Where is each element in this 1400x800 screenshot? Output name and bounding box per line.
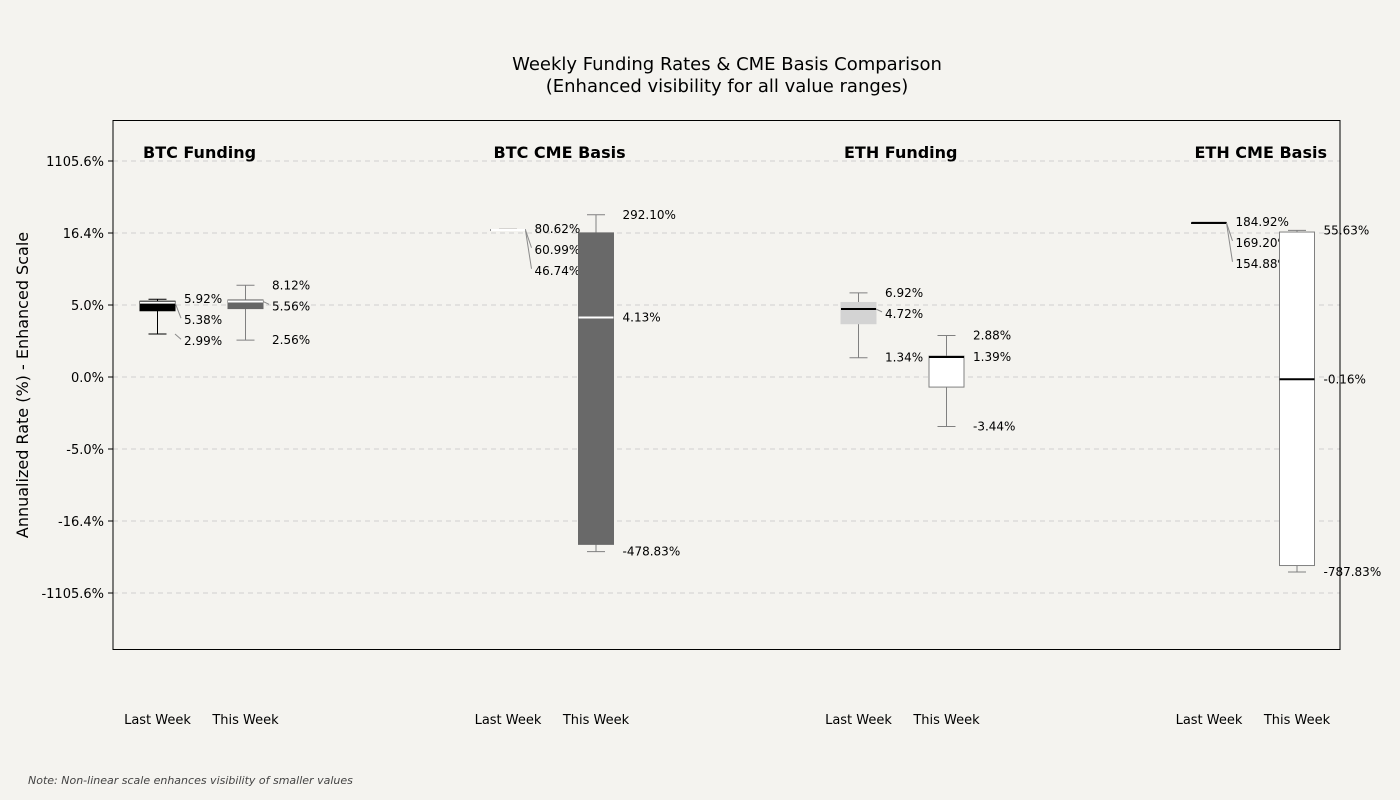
y-tick-label: 1105.6% [46, 155, 104, 170]
value-annotation: 4.13% [623, 311, 661, 325]
value-annotation: 8.12% [272, 278, 310, 292]
value-annotation: 2.88% [973, 329, 1011, 343]
value-annotation: 46.74% [535, 264, 581, 278]
value-annotation: 6.92% [885, 286, 923, 300]
panel-title: ETH Funding [844, 143, 958, 162]
value-annotation: 2.99% [184, 334, 222, 348]
box-last-week: Last Week 6.92% 4.72% 1.34% [825, 286, 923, 728]
category-label: This Week [211, 713, 279, 728]
value-annotation: 55.63% [1324, 223, 1370, 237]
box-last-week: Last Week 184.92% 169.20% 154.88% [1176, 215, 1289, 728]
value-annotation: 5.38% [184, 313, 222, 327]
annotation-leader [1226, 222, 1233, 262]
category-label: This Week [562, 713, 630, 728]
value-annotation: 292.10% [623, 208, 676, 222]
panel-eth-cme-basis: ETH CME Basis Last Week 184.92% 169.20% 154.… [1176, 143, 1382, 728]
box-body [578, 232, 614, 545]
value-annotation: -787.83% [1324, 565, 1382, 579]
panel-title: BTC Funding [143, 143, 256, 162]
category-label: Last Week [1176, 713, 1243, 728]
annotation-leader [262, 301, 270, 305]
box-last-week: Last Week 80.62% 60.99% 46.74% [475, 222, 581, 728]
category-label: Last Week [124, 713, 191, 728]
category-label: Last Week [825, 713, 892, 728]
category-label: This Week [1263, 713, 1331, 728]
box-this-week: This Week 8.12% 5.56% 2.56% [211, 278, 310, 728]
y-axis: 1105.6% 16.4% 5.0% 0.0% -5.0% -16.4% -1105.6% [41, 155, 113, 602]
value-annotation: -3.44% [973, 420, 1015, 434]
panel-title: ETH CME Basis [1195, 143, 1328, 162]
annotation-leader [174, 302, 182, 319]
box-body [1279, 231, 1315, 567]
value-annotation: 60.99% [535, 243, 581, 257]
box-body [840, 301, 877, 325]
annotation-leader [1226, 222, 1233, 242]
box-body [139, 300, 176, 312]
y-tick-label: -16.4% [58, 515, 104, 530]
plot-area [112, 120, 1341, 650]
footnote: Note: Non-linear scale enhances visibili… [28, 774, 353, 787]
category-label: Last Week [475, 713, 542, 728]
panel-title: BTC CME Basis [494, 143, 626, 162]
value-annotation: 80.62% [535, 222, 581, 236]
box-this-week: This Week 292.10% 4.13% -478.83% [562, 208, 680, 728]
chart-subtitle: (Enhanced visibility for all value range… [546, 76, 909, 97]
y-tick-label: -1105.6% [41, 587, 104, 602]
value-annotation: -478.83% [623, 545, 681, 559]
value-annotation: 4.72% [885, 307, 923, 321]
annotation-leader [525, 230, 532, 269]
value-annotation: 169.20% [1236, 236, 1289, 250]
value-annotation: 1.39% [973, 350, 1011, 364]
y-tick-label: 16.4% [63, 227, 104, 242]
category-label: This Week [912, 713, 980, 728]
annotation-leader [174, 333, 182, 340]
annotation-leader [875, 308, 883, 313]
box-body [227, 299, 264, 310]
box-this-week: This Week 2.88% 1.39% -3.44% [912, 329, 1015, 728]
grid-lines [113, 160, 1340, 594]
annotation-leader [525, 229, 532, 248]
value-annotation: 5.92% [184, 292, 222, 306]
value-annotation: 5.56% [272, 299, 310, 313]
box-last-week: Last Week 5.92% 5.38% 2.99% [124, 292, 222, 728]
box-this-week: This Week 55.63% -0.16% -787.83% [1263, 223, 1381, 728]
y-tick-label: 0.0% [71, 371, 104, 386]
y-tick-label: -5.0% [66, 443, 104, 458]
value-annotation: 2.56% [272, 333, 310, 347]
value-annotation: 184.92% [1236, 215, 1289, 229]
value-annotation: -0.16% [1324, 372, 1366, 386]
value-annotation: 1.34% [885, 351, 923, 365]
value-annotation: 154.88% [1236, 257, 1289, 271]
y-tick-label: 5.0% [71, 299, 104, 314]
panel-btc-cme-basis: BTC CME Basis Last Week 80.62% 60.99% 46.74%… [475, 143, 681, 728]
box-body [928, 355, 965, 388]
chart-title: Weekly Funding Rates & CME Basis Compari… [512, 54, 942, 75]
y-axis-label: Annualized Rate (%) - Enhanced Scale [13, 232, 32, 538]
